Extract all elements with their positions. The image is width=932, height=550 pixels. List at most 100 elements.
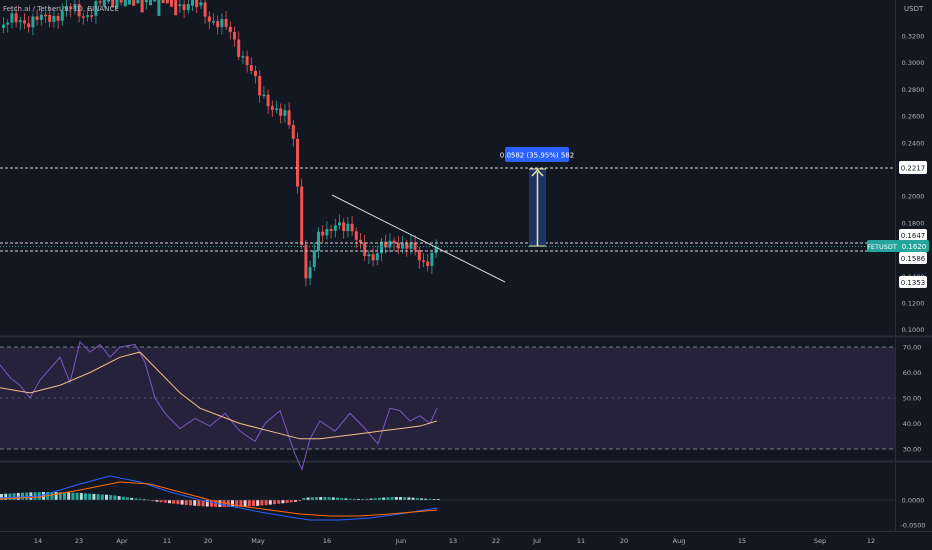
candle-body (350, 223, 354, 232)
macd-histogram-bar (323, 497, 327, 500)
macd-histogram-bar (399, 497, 402, 500)
macd-histogram-bar (67, 492, 71, 500)
macd-histogram-bar (50, 492, 54, 500)
macd-histogram-bar (424, 498, 428, 500)
candle-body (367, 254, 371, 257)
macd-histogram-bar (264, 500, 268, 506)
price-tick-label: 0.1200 (902, 300, 925, 308)
candle-body (31, 16, 35, 28)
candle-body (107, 0, 110, 2)
candle-body (380, 241, 383, 254)
macd-histogram-bar (71, 492, 75, 500)
candle-body (52, 15, 56, 22)
candle-body (77, 4, 81, 17)
macd-histogram-bar (100, 494, 104, 500)
candle-body (161, 0, 165, 4)
macd-histogram-bar (382, 497, 386, 500)
price-tick-label: 0.3200 (902, 33, 925, 41)
macd-pane[interactable] (0, 463, 895, 531)
candle-body (27, 23, 31, 28)
measure-label-bg (505, 147, 569, 162)
candle-body (165, 0, 169, 4)
symbol-price-tag: FETUSDT 0.1620 (867, 240, 929, 252)
macd-histogram-bar (159, 500, 163, 503)
macd-histogram-bar (63, 492, 66, 500)
macd-histogram-bar (193, 500, 197, 506)
level-low-label: 0.1586 (901, 255, 926, 263)
candle-body (346, 223, 350, 231)
candle-body (14, 13, 18, 23)
candle-body (224, 18, 228, 27)
level-low-tag: 0.1586 (899, 252, 927, 264)
rsi-moving-average (0, 351, 438, 440)
macd-histogram-bar (231, 500, 234, 507)
rsi-indicator (0, 340, 438, 471)
macd-histogram-bar (365, 498, 369, 500)
candle-body (153, 0, 157, 2)
time-axis[interactable]: 14 23 Apr 11 20 May 16 Jun 13 22 Jul 11 20 Aug 15 Sep 12 (34, 537, 875, 545)
candle-body (308, 267, 312, 279)
price-tick-label: 0.2400 (902, 139, 925, 147)
macd-histogram-bar (113, 495, 117, 500)
price-range-measure[interactable]: 0.0582 (35.95%) 582 (500, 147, 574, 247)
candle-body (262, 94, 266, 97)
candle-body (405, 243, 409, 249)
macd-histogram-bar (310, 497, 314, 500)
macd-histogram-bar (163, 500, 167, 503)
macd-histogram-bar (21, 492, 24, 500)
macd-histogram-bar (411, 497, 415, 500)
candle-body (81, 16, 85, 18)
candle-body (212, 21, 215, 23)
rsi-tick-label: 60.00 (903, 369, 922, 377)
low-price-tag: 0.1353 (899, 276, 927, 288)
macd-histogram-bar (281, 500, 285, 504)
macd-axis[interactable]: 0.0000 -0.0500 (900, 497, 925, 530)
rsi-tick-label: 50.00 (903, 395, 922, 403)
symbol-title[interactable]: Fetch.ai / TetherUS, 1D, BINANCE (3, 5, 119, 13)
candle-body (359, 239, 362, 243)
time-tick-label: 11 (577, 537, 585, 545)
candle-body (216, 21, 220, 28)
measure-arrow-head (531, 168, 544, 177)
candle-body (426, 261, 430, 266)
macd-histogram-bar (268, 500, 272, 505)
candle-body (39, 14, 43, 20)
candle-body (56, 15, 60, 21)
candle-body (413, 242, 417, 251)
macd-histogram-bar (415, 498, 419, 500)
macd-histogram-bar (117, 496, 121, 500)
macd-histogram-bar (201, 500, 205, 507)
candle-body (300, 186, 304, 245)
candle-body (69, 6, 73, 10)
candle-body (195, 0, 199, 8)
candle-body (35, 16, 39, 20)
time-tick-label: 14 (34, 537, 42, 545)
candle-body (65, 6, 68, 11)
candle-body (111, 0, 115, 8)
macd-histogram-bar (331, 497, 335, 500)
level-high-label: 0.1647 (901, 232, 926, 240)
candle-body (354, 231, 358, 240)
descending-trendline[interactable] (331, 194, 506, 283)
candle-body (434, 246, 438, 253)
macd-histogram-bar (96, 494, 100, 500)
macd-histogram-bar (75, 492, 79, 500)
macd-histogram-bar (336, 497, 339, 500)
candle-body (392, 240, 396, 243)
macd-histogram-bar (172, 500, 176, 504)
macd-histogram-bar (130, 497, 134, 500)
price-axis[interactable]: 0.3200 0.3000 0.2800 0.2600 0.2400 0.2000 0.18… (902, 33, 925, 335)
macd-histogram-bar (8, 493, 12, 500)
candle-body (203, 2, 207, 17)
macd-histogram-bar (4, 493, 8, 500)
macd-signal-line (0, 481, 438, 517)
time-tick-label: May (251, 537, 265, 545)
candle-body (220, 18, 224, 28)
macd-histogram-bar (189, 500, 192, 506)
macd-histogram-bar (348, 498, 352, 500)
candle-body (338, 222, 341, 226)
rsi-axis[interactable]: 70.00 60.00 50.00 40.00 30.00 (903, 344, 922, 454)
macd-histogram-bar (168, 500, 171, 504)
macd-histogram-bar (340, 498, 344, 500)
